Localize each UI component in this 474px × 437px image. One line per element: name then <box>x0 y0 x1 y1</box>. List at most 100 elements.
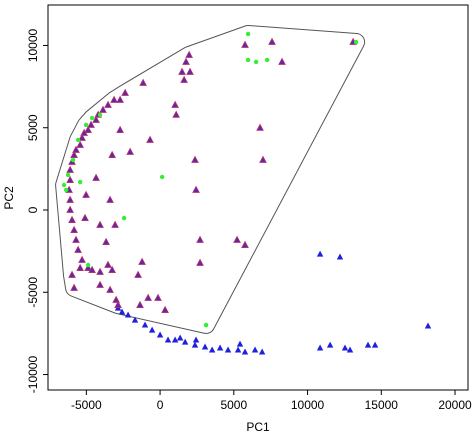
point <box>116 95 124 103</box>
point <box>114 300 122 309</box>
point <box>192 336 200 343</box>
point <box>316 344 324 351</box>
point <box>154 293 162 301</box>
point <box>251 346 259 353</box>
point <box>258 348 266 355</box>
point <box>176 334 184 341</box>
point <box>106 285 114 293</box>
point <box>196 258 204 266</box>
point <box>108 150 117 158</box>
point <box>68 215 76 223</box>
point <box>72 235 80 243</box>
point <box>74 245 82 253</box>
point <box>164 336 172 343</box>
y-tick-label: 5000 <box>26 114 40 141</box>
point <box>148 326 156 333</box>
point <box>96 267 104 275</box>
point <box>66 195 74 203</box>
point <box>186 67 194 75</box>
point <box>85 262 91 268</box>
point <box>104 260 112 268</box>
point <box>316 250 324 257</box>
point <box>191 155 199 163</box>
point <box>326 341 334 348</box>
point <box>245 57 251 63</box>
point <box>65 172 71 178</box>
point <box>80 128 88 136</box>
point <box>233 235 241 243</box>
point <box>139 78 147 86</box>
x-tick-label: 5000 <box>220 398 247 412</box>
point <box>121 88 129 96</box>
point <box>346 346 354 353</box>
point <box>88 265 96 273</box>
point <box>180 75 188 83</box>
point <box>201 343 209 350</box>
point <box>156 331 164 338</box>
point <box>234 346 242 353</box>
point <box>77 179 83 185</box>
point <box>96 280 104 288</box>
point <box>87 120 95 128</box>
y-tick-label: 0 <box>26 206 40 213</box>
point <box>76 263 85 271</box>
point <box>131 316 139 323</box>
x-tick-label: -5000 <box>71 398 102 412</box>
point <box>216 344 224 351</box>
point <box>72 145 80 153</box>
point <box>336 253 344 260</box>
point <box>66 165 74 173</box>
point <box>185 50 193 58</box>
point <box>124 311 132 318</box>
point <box>138 257 146 265</box>
point <box>264 57 270 63</box>
x-tick-label: 10000 <box>291 398 325 412</box>
x-tick-label: 15000 <box>365 398 399 412</box>
point <box>99 105 107 113</box>
point <box>241 348 249 355</box>
point <box>104 100 112 108</box>
point <box>256 123 264 131</box>
point <box>70 150 78 158</box>
point <box>97 112 103 118</box>
point <box>371 341 379 348</box>
point <box>136 300 144 309</box>
point <box>121 215 127 221</box>
point <box>364 341 372 348</box>
point <box>116 125 124 133</box>
point <box>89 115 95 121</box>
point <box>146 135 154 143</box>
point <box>424 322 432 329</box>
point <box>110 95 118 103</box>
point <box>161 305 169 313</box>
point <box>196 235 204 243</box>
point <box>245 31 251 37</box>
point <box>76 140 85 148</box>
point <box>126 147 135 155</box>
point <box>341 344 349 351</box>
y-axis-title: PC2 <box>2 186 16 210</box>
point <box>78 133 86 141</box>
point <box>182 57 190 65</box>
point <box>66 205 74 213</box>
point <box>84 263 92 271</box>
point <box>181 338 189 345</box>
point <box>61 182 67 188</box>
point <box>171 100 179 108</box>
point <box>84 125 92 133</box>
point <box>108 265 117 273</box>
point <box>353 39 359 45</box>
point <box>106 195 114 203</box>
point <box>78 255 86 263</box>
point <box>171 336 179 343</box>
point <box>92 115 100 123</box>
point <box>241 240 249 248</box>
point <box>159 174 165 180</box>
point <box>92 173 100 181</box>
y-tick-label: 10000 <box>26 28 40 62</box>
point <box>172 110 181 118</box>
point <box>144 293 153 301</box>
point <box>111 220 119 228</box>
point <box>118 308 126 315</box>
